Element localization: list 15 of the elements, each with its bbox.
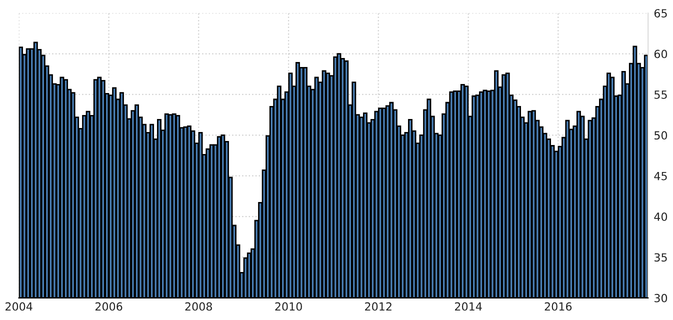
y-tick-label: 55 [654,90,667,99]
y-tick-label: 60 [654,50,668,58]
x-tick-label: 2006 [95,302,122,311]
x-tick-label: 2004 [6,302,32,311]
y-tick-label: 45 [654,172,667,180]
x-tick-label: 2010 [275,302,302,311]
y-tick-label: 50 [654,131,668,140]
y-tick-label: 35 [654,253,667,262]
x-tick-label: 2016 [544,302,572,311]
y-tick-label: 40 [654,212,668,221]
x-tick-label: 2008 [185,302,212,311]
y-tick-label: 65 [654,9,667,18]
y-tick-label: 30 [654,294,668,302]
x-tick-label: 2014 [455,302,482,311]
x-tick-label: 2012 [365,302,392,311]
